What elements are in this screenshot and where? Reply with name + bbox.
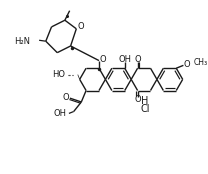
Text: O: O: [183, 60, 190, 69]
Text: O: O: [134, 95, 141, 104]
Text: O: O: [134, 55, 141, 64]
Text: O: O: [99, 55, 106, 64]
Text: CH₃: CH₃: [193, 58, 208, 67]
Text: HO: HO: [52, 70, 65, 79]
Text: H: H: [141, 96, 149, 106]
Text: O: O: [78, 22, 84, 31]
Text: O: O: [63, 93, 69, 102]
Text: OH: OH: [53, 109, 66, 118]
Text: Cl: Cl: [140, 104, 150, 114]
Text: OH: OH: [118, 55, 131, 64]
Text: H₂N: H₂N: [15, 37, 31, 46]
